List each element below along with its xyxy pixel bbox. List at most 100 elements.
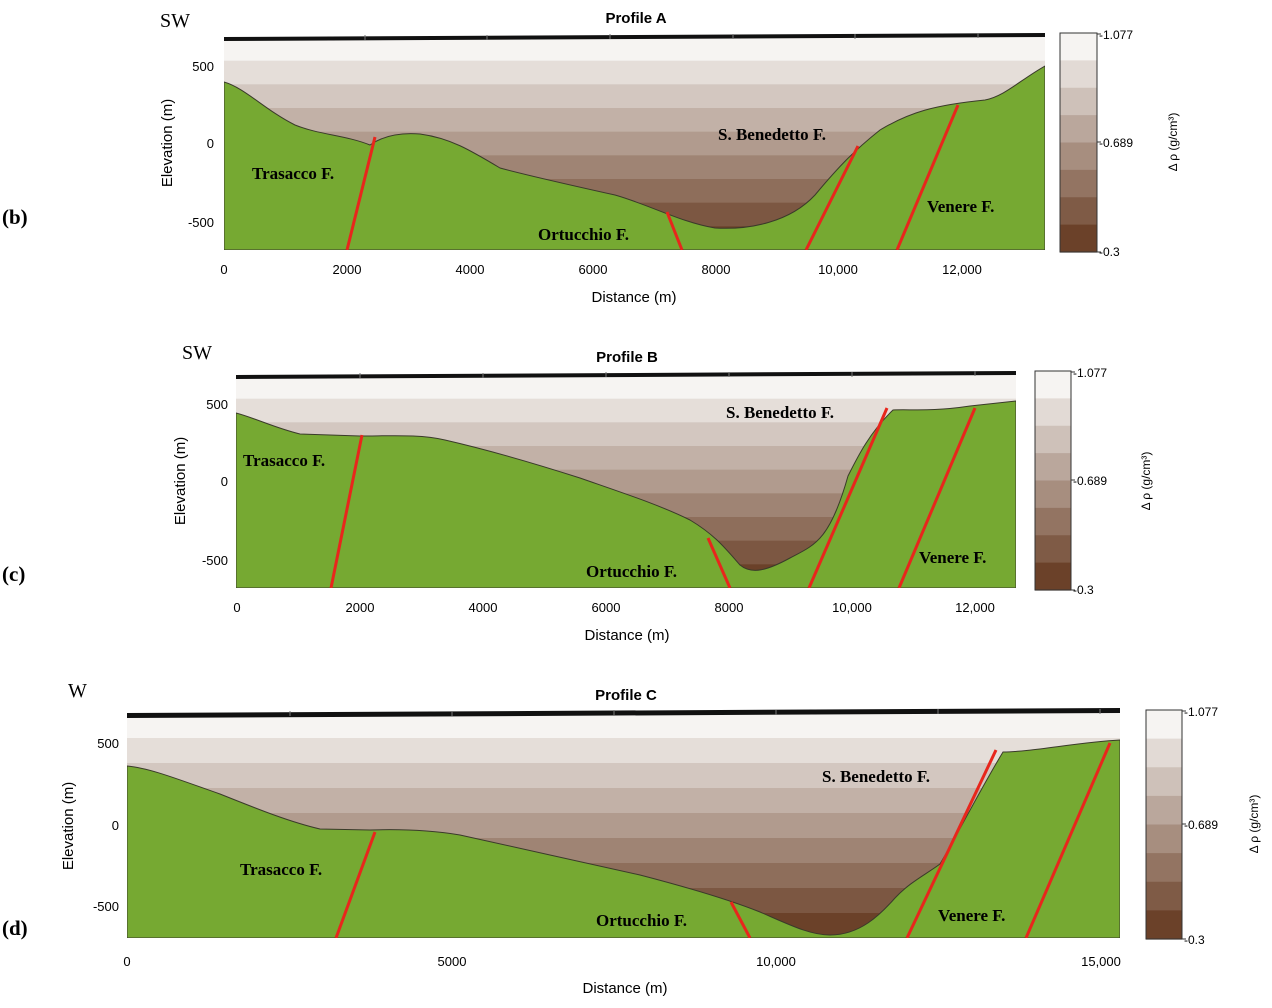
trasacco-fault-label-b: Trasacco F. bbox=[243, 451, 325, 470]
density-band bbox=[1060, 224, 1097, 253]
colorbar-gradient bbox=[1035, 371, 1071, 591]
colorbar-title: Δ ρ (g/cm³) bbox=[1139, 452, 1153, 511]
density-band bbox=[1035, 562, 1071, 591]
x-tick-label: 8000 bbox=[715, 600, 744, 615]
y-tick-label: 500 bbox=[97, 736, 119, 751]
density-band bbox=[236, 375, 1016, 400]
x-tick-label: 15,000 bbox=[1081, 954, 1121, 969]
trasacco-fault-label-a: Trasacco F. bbox=[252, 164, 334, 183]
profile-b-panel: 500 0 -500 Elevation (m) 0 2000 4000 600… bbox=[2, 342, 1153, 644]
s-benedetto-fault-label-c: S. Benedetto F. bbox=[822, 767, 930, 786]
colorbar-top-label: -1.077 bbox=[1073, 366, 1107, 380]
density-band bbox=[1035, 535, 1071, 564]
y-axis-label: Elevation (m) bbox=[159, 99, 176, 187]
trasacco-fault-line-b bbox=[329, 434, 364, 588]
ortucchio-fault-label-c: Ortucchio F. bbox=[596, 911, 687, 930]
trasacco-fault-line-a bbox=[345, 136, 377, 250]
profile-c-terrain bbox=[127, 739, 1120, 938]
s-benedetto-fault-label-a: S. Benedetto F. bbox=[718, 125, 826, 144]
s-benedetto-fault-line-a bbox=[804, 145, 860, 250]
density-band bbox=[1146, 910, 1182, 940]
density-band bbox=[1146, 795, 1182, 826]
trasacco-fault-label-c: Trasacco F. bbox=[240, 860, 322, 879]
venere-fault-line-c bbox=[1024, 742, 1112, 938]
y-tick-label: -500 bbox=[188, 215, 214, 230]
colorbar-top-label: -1.077 bbox=[1184, 705, 1218, 719]
y-tick-label: -500 bbox=[93, 899, 119, 914]
venere-fault-line-a bbox=[895, 104, 960, 250]
density-band bbox=[127, 763, 1120, 789]
x-tick-label: 0 bbox=[233, 600, 240, 615]
profile-a-title: Profile A bbox=[605, 10, 666, 27]
y-tick-label: 0 bbox=[207, 136, 214, 151]
x-tick-label: 4000 bbox=[469, 600, 498, 615]
profile-c-top-bar bbox=[127, 708, 1120, 718]
density-band bbox=[127, 713, 1120, 739]
density-band bbox=[1035, 371, 1071, 399]
density-band bbox=[1146, 767, 1182, 797]
density-band bbox=[127, 738, 1120, 764]
x-axis-label: Distance (m) bbox=[582, 980, 667, 997]
profile-b-title: Profile B bbox=[596, 349, 658, 366]
density-band bbox=[1060, 169, 1097, 198]
profile-c-title: Profile C bbox=[595, 687, 657, 704]
density-band bbox=[224, 60, 1045, 85]
colorbar-top-label: -1.077 bbox=[1099, 28, 1133, 42]
panel-label-c: (c) bbox=[2, 562, 25, 586]
venere-fault-line-b bbox=[897, 407, 977, 588]
density-band bbox=[224, 84, 1045, 109]
profile-a-direction: SW bbox=[160, 10, 190, 32]
density-band bbox=[1146, 824, 1182, 854]
density-band bbox=[1146, 710, 1182, 740]
x-tick-label: 12,000 bbox=[942, 262, 982, 277]
y-tick-label: 500 bbox=[192, 59, 214, 74]
x-tick-label: 0 bbox=[123, 954, 130, 969]
y-tick-label: 500 bbox=[206, 397, 228, 412]
colorbar-gradient bbox=[1146, 710, 1182, 940]
profile-c-x-axis: 0 5000 10,000 15,000 Distance (m) bbox=[123, 954, 1121, 997]
x-tick-label: 10,000 bbox=[818, 262, 858, 277]
x-tick-label: 2000 bbox=[333, 262, 362, 277]
ortucchio-fault-line-c bbox=[729, 901, 752, 938]
density-band bbox=[127, 788, 1120, 814]
profile-a-terrain bbox=[224, 65, 1045, 250]
profile-c-y-axis: 500 0 -500 Elevation (m) bbox=[60, 736, 119, 914]
density-band bbox=[1060, 197, 1097, 226]
colorbar-title: Δ ρ (g/cm³) bbox=[1247, 795, 1261, 854]
density-band bbox=[224, 37, 1045, 62]
s-benedetto-fault-label-b: S. Benedetto F. bbox=[726, 403, 834, 422]
x-tick-label: 4000 bbox=[456, 262, 485, 277]
x-tick-label: 6000 bbox=[592, 600, 621, 615]
s-benedetto-fault-line-c bbox=[905, 749, 998, 938]
profile-a-top-bar bbox=[224, 33, 1045, 41]
density-band bbox=[1035, 398, 1071, 427]
profile-a-panel: 500 0 -500 Elevation (m) 0 2000 4000 600… bbox=[2, 10, 1180, 306]
x-tick-label: 2000 bbox=[346, 600, 375, 615]
panel-label-b: (b) bbox=[2, 205, 28, 229]
x-tick-label: 12,000 bbox=[955, 600, 995, 615]
x-tick-label: 8000 bbox=[702, 262, 731, 277]
x-axis-label: Distance (m) bbox=[584, 627, 669, 644]
profile-b-x-axis: 0 2000 4000 6000 8000 10,000 12,000 Dist… bbox=[233, 600, 995, 644]
colorbar-mid-label: -0.689 bbox=[1184, 818, 1218, 832]
x-tick-label: 10,000 bbox=[832, 600, 872, 615]
colorbar-bottom-label: -0.3 bbox=[1073, 583, 1094, 597]
venere-fault-label-a: Venere F. bbox=[927, 197, 994, 216]
density-band bbox=[1060, 87, 1097, 116]
density-band bbox=[1146, 738, 1182, 768]
density-band bbox=[1035, 507, 1071, 536]
density-band bbox=[1146, 853, 1182, 883]
density-band bbox=[1060, 115, 1097, 144]
density-band bbox=[1035, 453, 1071, 482]
profile-b-direction: SW bbox=[182, 342, 212, 364]
density-band bbox=[1035, 480, 1071, 509]
y-axis-label: Elevation (m) bbox=[60, 782, 77, 870]
ortucchio-fault-line-a bbox=[665, 211, 684, 250]
density-band bbox=[1060, 33, 1097, 61]
x-tick-label: 0 bbox=[220, 262, 227, 277]
profile-a-y-axis: 500 0 -500 Elevation (m) bbox=[159, 59, 214, 230]
y-axis-label: Elevation (m) bbox=[172, 437, 189, 525]
x-tick-label: 10,000 bbox=[756, 954, 796, 969]
colorbar-bottom-label: -0.3 bbox=[1099, 245, 1120, 259]
